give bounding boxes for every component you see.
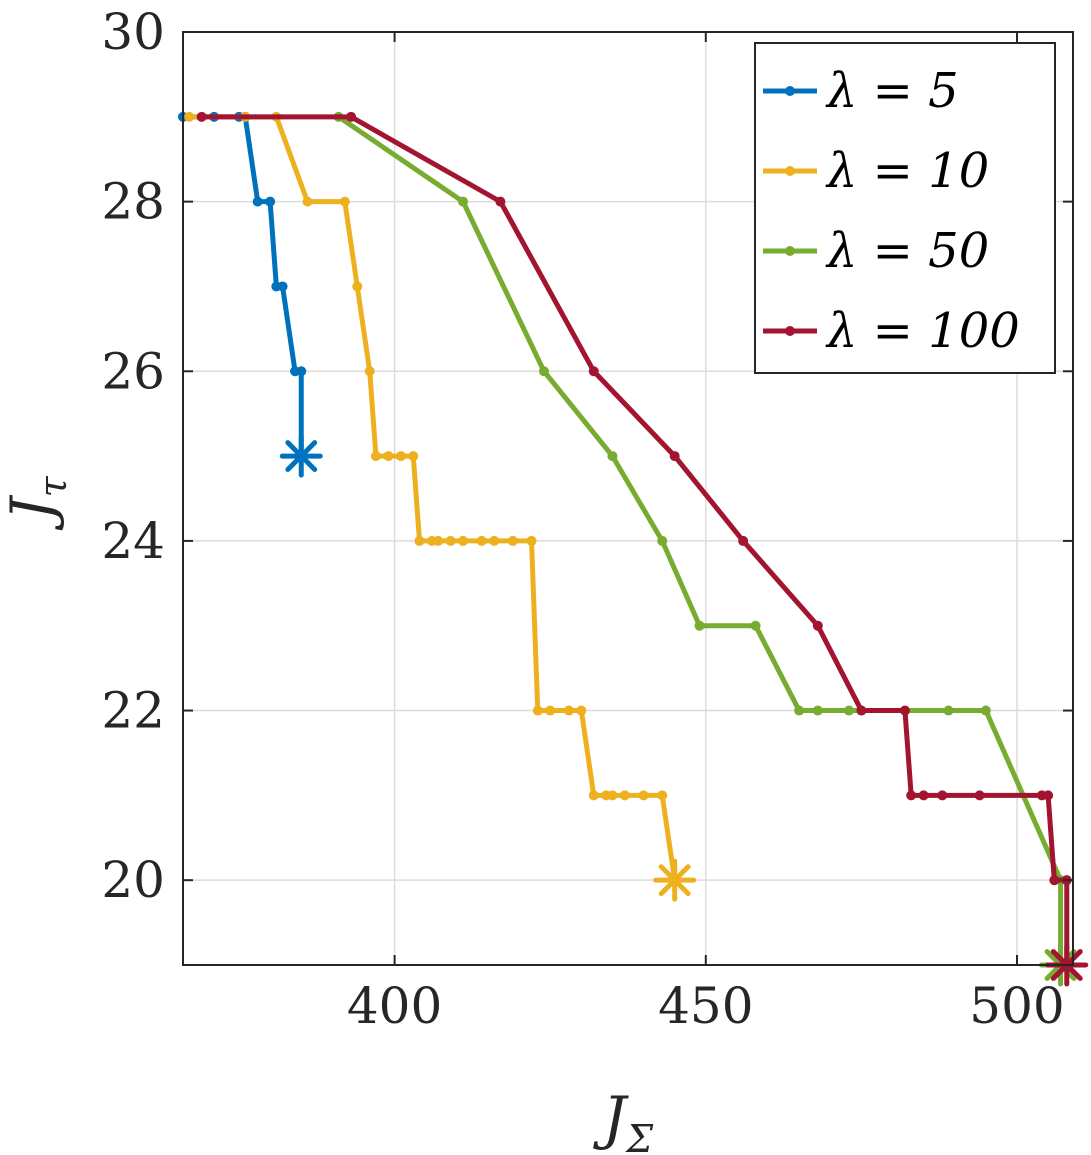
data-point — [1043, 790, 1054, 801]
data-point — [906, 790, 917, 801]
y-tick-label: 24 — [101, 512, 165, 570]
data-point — [296, 366, 307, 377]
data-point — [918, 790, 929, 801]
y-tick-label: 26 — [101, 342, 165, 400]
x-tick-label: 400 — [347, 977, 442, 1035]
data-point — [252, 196, 263, 207]
data-point — [943, 705, 954, 716]
data-point — [899, 705, 910, 716]
y-tick-label: 30 — [101, 3, 165, 61]
y-tick-label: 28 — [101, 173, 165, 231]
x-tick-label: 500 — [969, 977, 1064, 1035]
data-point — [339, 196, 350, 207]
data-point — [495, 196, 506, 207]
data-point — [445, 535, 456, 546]
data-point — [395, 451, 406, 462]
data-point — [588, 790, 599, 801]
data-point — [526, 535, 537, 546]
data-point — [196, 111, 207, 122]
data-point — [352, 281, 363, 292]
data-point — [856, 705, 867, 716]
data-point — [1049, 875, 1060, 886]
data-point — [694, 620, 705, 631]
data-point — [458, 535, 469, 546]
data-point — [812, 620, 823, 631]
data-point — [346, 111, 357, 122]
legend-label: λ = 50 — [825, 223, 989, 279]
data-point — [607, 790, 618, 801]
data-point — [576, 705, 587, 716]
series-end-marker — [279, 434, 323, 478]
legend-item: λ = 50 — [763, 223, 989, 279]
data-point — [476, 535, 487, 546]
data-point — [843, 705, 854, 716]
data-point — [974, 790, 985, 801]
series-line — [201, 114, 1070, 965]
legend-label: λ = 5 — [825, 63, 959, 119]
data-point — [265, 196, 276, 207]
data-point — [507, 535, 518, 546]
legend-label: λ = 100 — [825, 303, 1020, 359]
data-point — [794, 705, 805, 716]
legend-box — [754, 42, 1056, 374]
data-point — [980, 705, 991, 716]
data-point — [532, 705, 543, 716]
legend-item: λ = 100 — [763, 303, 1020, 359]
data-point — [370, 451, 381, 462]
data-point — [738, 535, 749, 546]
data-point — [619, 790, 630, 801]
series-100 — [196, 111, 1089, 987]
legend-marker — [785, 326, 795, 336]
legend-item: λ = 10 — [763, 143, 989, 199]
legend: λ = 5 λ = 10 λ = 50 λ = 100 — [754, 42, 1056, 374]
series-end-marker — [653, 858, 697, 902]
legend-label: λ = 10 — [825, 143, 989, 199]
legend-item: λ = 5 — [763, 63, 959, 119]
data-point — [184, 111, 195, 122]
data-point — [588, 366, 599, 377]
x-tick-label: 450 — [658, 977, 753, 1035]
series-line — [337, 114, 1064, 965]
data-point — [364, 366, 375, 377]
y-tick-label: 22 — [101, 682, 165, 740]
data-point — [657, 790, 668, 801]
data-point — [433, 535, 444, 546]
y-tick-label: 20 — [101, 851, 165, 909]
data-point — [383, 451, 394, 462]
data-point — [638, 790, 649, 801]
data-point — [277, 281, 288, 292]
data-point — [937, 790, 948, 801]
data-point — [607, 451, 618, 462]
legend-marker — [785, 166, 795, 176]
legend-marker — [785, 246, 795, 256]
data-point — [545, 705, 556, 716]
axis-ticks: 400 450 500 20 22 24 26 28 30 — [101, 3, 1073, 1035]
data-point — [669, 451, 680, 462]
data-point — [414, 535, 425, 546]
data-point — [458, 196, 469, 207]
legend-marker — [785, 86, 795, 96]
data-point — [812, 705, 823, 716]
data-point — [750, 620, 761, 631]
data-point — [563, 705, 574, 716]
data-point — [302, 196, 313, 207]
plot-area-frame — [182, 31, 1074, 966]
data-point — [538, 366, 549, 377]
data-point — [657, 535, 668, 546]
data-point — [489, 535, 500, 546]
data-point — [408, 451, 419, 462]
